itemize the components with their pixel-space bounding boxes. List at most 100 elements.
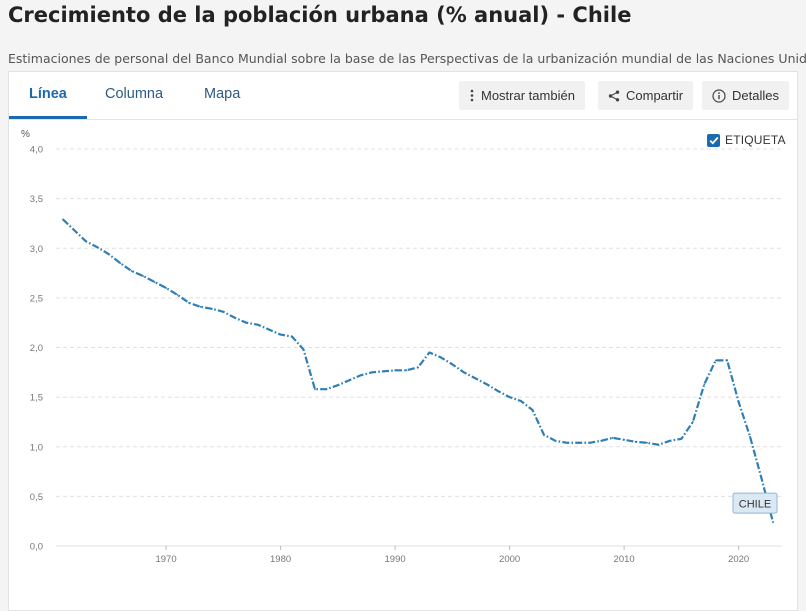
x-tick-label: 2020 [728,554,749,565]
data-point [62,218,64,221]
data-point [428,351,431,354]
tab-bar: Línea Columna Mapa Mostrar también Compa… [9,72,797,120]
data-point [291,335,293,338]
series-end-label-box [732,492,778,514]
y-axis-label: % [21,129,30,140]
data-point [565,441,568,444]
data-point [737,401,740,403]
data-point [485,383,488,386]
page-subtitle: Estimaciones de personal del Banco Mundi… [8,51,806,66]
tab-mapa[interactable]: Mapa [204,86,241,102]
share-button[interactable]: Compartir [598,81,694,110]
data-point [245,321,248,324]
data-point [474,377,477,380]
data-point [165,287,167,289]
data-point [314,388,316,391]
data-point [96,246,99,249]
data-point [153,281,156,283]
data-point [531,409,534,411]
y-tick-label: 0,0 [30,542,43,553]
data-point [394,369,396,372]
data-point [623,438,626,441]
data-point [749,435,751,438]
data-point [130,270,133,272]
label-toggle-text: ETIQUETA [725,133,786,147]
data-point [73,229,76,232]
data-point [669,439,671,442]
data-point [600,439,603,442]
data-point [382,370,385,373]
tab-columna[interactable]: Columna [105,86,164,102]
data-point [680,437,683,440]
series-line-chile [62,218,775,523]
label-toggle[interactable]: ETIQUETA [707,133,786,147]
data-point [371,371,374,374]
data-point [107,253,110,256]
data-point [302,348,305,351]
y-tick-label: 4,0 [30,145,43,156]
y-tick-label: 1,5 [30,393,43,404]
more-vertical-icon [469,89,475,102]
y-tick-label: 0,5 [30,492,43,503]
x-tick-label: 2000 [499,554,520,565]
page-title: Crecimiento de la población urbana (% an… [8,3,632,27]
data-point [611,436,614,439]
data-point [142,275,145,277]
series-end-label: CHILE [739,499,771,511]
data-point [199,305,202,308]
label-checkbox[interactable] [707,133,720,147]
show-more-label: Mostrar también [481,88,575,103]
data-point [462,371,465,374]
data-point [336,384,339,387]
x-tick-label: 2010 [614,554,635,565]
x-tick-label: 1990 [385,554,406,565]
data-point [497,390,500,393]
details-label: Detalles [732,88,779,103]
share-label: Compartir [626,88,684,103]
data-point [703,383,706,386]
y-tick-label: 3,0 [30,244,43,255]
data-point [543,433,545,436]
line-chart: 0,0 0,5 1,0 1,5 2,0 2,5 3,0 3,5 4,0% 1970 1980 1990… [21,129,782,565]
data-point [405,369,408,372]
tab-linea[interactable]: Línea [9,72,87,119]
data-point [726,359,729,362]
data-point [359,374,362,377]
data-point [577,441,580,444]
data-point [325,388,328,391]
data-point [440,356,442,359]
data-point [176,293,179,296]
show-more-button[interactable]: Mostrar también [459,81,585,110]
data-point [520,400,522,402]
chart-panel: Línea Columna Mapa Mostrar también Compa… [8,71,798,611]
data-point [657,443,660,446]
check-icon [709,136,718,145]
data-point [508,396,511,399]
y-tick-label: 1,0 [30,442,43,453]
data-point [256,323,259,326]
data-point [119,262,122,265]
details-button[interactable]: Detalles [702,81,789,110]
y-tick-label: 3,5 [30,194,43,205]
data-point [268,328,271,331]
data-point [691,421,694,423]
data-point [348,379,351,382]
y-tick-label: 2,5 [30,293,43,304]
data-point [646,441,648,444]
data-point [279,333,282,336]
info-icon [712,88,726,103]
data-point [188,301,190,304]
data-point [760,477,763,480]
data-point [554,439,557,442]
data-point [85,240,87,243]
data-point [714,359,717,362]
data-point [634,440,637,443]
data-point [772,521,774,524]
data-point [222,310,225,313]
data-point [210,307,213,310]
x-tick-label: 1980 [270,554,291,565]
data-point [588,441,591,444]
y-tick-label: 2,0 [30,343,43,354]
share-icon [608,90,620,102]
data-point [233,316,236,319]
